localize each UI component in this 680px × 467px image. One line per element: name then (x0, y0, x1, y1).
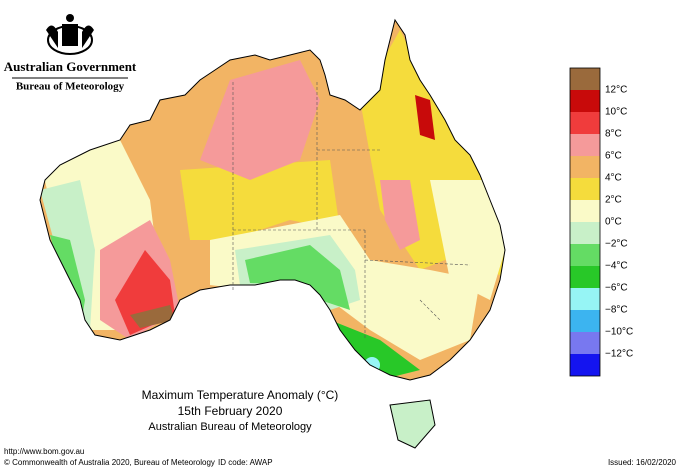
legend-label: −6°C (605, 283, 628, 294)
legend-swatch (570, 288, 600, 310)
legend-swatch (570, 222, 600, 244)
legend-label: −10°C (605, 327, 633, 338)
state-borders (232, 82, 471, 340)
legend-label: 10°C (605, 107, 627, 118)
legend-swatch (570, 68, 600, 90)
url: http://www.bom.gov.au (4, 447, 84, 456)
issued-date: Issued: 16/02/2020 (608, 458, 677, 467)
legend-label: −8°C (605, 305, 628, 316)
map-title: Maximum Temperature Anomaly (°C) (142, 388, 339, 402)
map-source: Australian Bureau of Meteorology (148, 421, 312, 433)
legend-label: 0°C (605, 217, 622, 228)
copyright: © Commonwealth of Australia 2020, Bureau… (4, 458, 215, 467)
legend-label: −12°C (605, 349, 633, 360)
legend-swatch (570, 134, 600, 156)
bureau-name: Bureau of Meteorology (16, 81, 125, 93)
legend-swatch (570, 178, 600, 200)
legend-label: 4°C (605, 173, 622, 184)
legend-label: 12°C (605, 85, 627, 96)
legend-label: 6°C (605, 151, 622, 162)
legend-swatch (570, 354, 600, 376)
legend-swatch (570, 244, 600, 266)
legend-label: 2°C (605, 195, 622, 206)
legend-swatch (570, 266, 600, 288)
legend-swatch (570, 200, 600, 222)
government-emblem (46, 14, 94, 55)
coastline (39, 18, 506, 449)
legend-swatch (570, 90, 600, 112)
map-date: 15th February 2020 (178, 404, 283, 418)
legend-swatch (570, 310, 600, 332)
legend-swatch (570, 156, 600, 178)
legend-label: −4°C (605, 261, 628, 272)
legend-label: 8°C (605, 129, 622, 140)
legend: 12°C 10°C 8°C 6°C 4°C 2°C 0°C −2°C −4°C −6°C −8°C −… (569, 67, 633, 377)
legend-swatch (570, 332, 600, 354)
id-code: ID code: AWAP (218, 458, 273, 467)
legend-label: −2°C (605, 239, 628, 250)
government-name: Australian Government (4, 59, 137, 74)
legend-frame (569, 67, 601, 377)
legend-swatch (570, 112, 600, 134)
